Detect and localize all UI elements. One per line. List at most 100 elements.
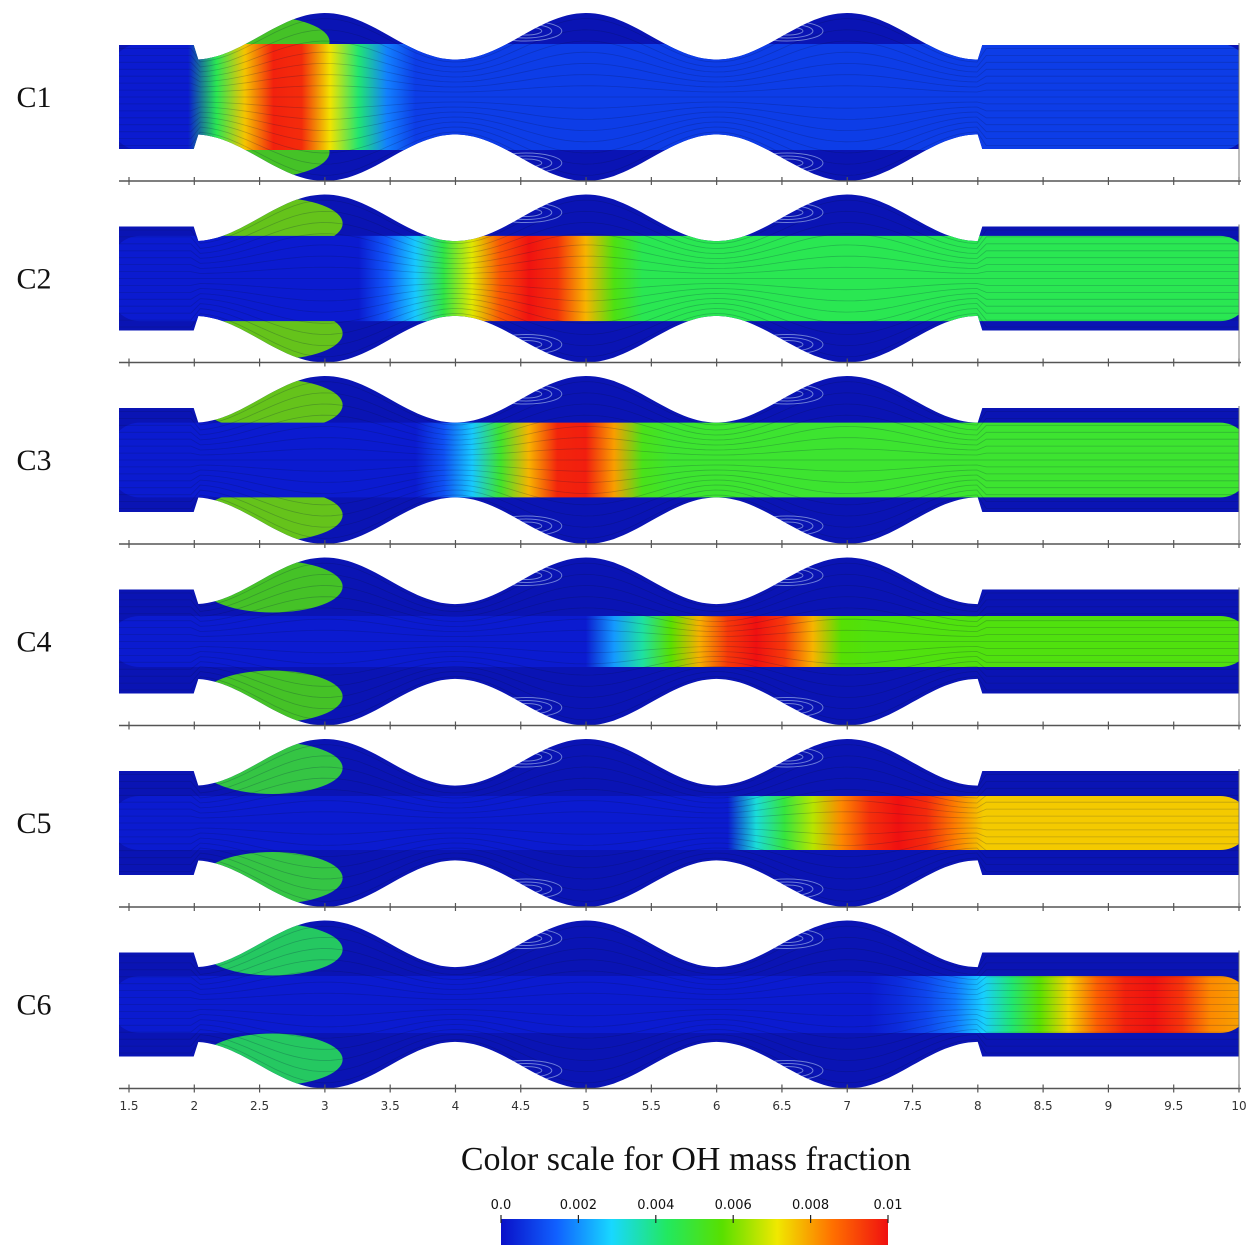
x-tick-label: 3 [321, 1099, 329, 1113]
streamline [119, 755, 1239, 794]
streamline [119, 800, 1239, 814]
streamline [119, 40, 1239, 73]
colorbar-tick-label: 0.0 [491, 1198, 512, 1213]
case-label: C3 [16, 444, 51, 477]
streamline [119, 936, 1239, 975]
streamline [119, 85, 1239, 93]
x-tick-label: 4.5 [511, 1099, 530, 1113]
streamline [119, 489, 1239, 528]
wall-lobe [202, 670, 343, 723]
colorbar-tick-label: 0.01 [874, 1198, 903, 1213]
streamline [119, 832, 1239, 846]
streamline [119, 992, 1239, 1000]
streamline [119, 847, 1239, 880]
streamline [119, 126, 1239, 165]
case-panel-c5: C5 [16, 739, 1241, 911]
streamline [119, 266, 1239, 274]
streamline [119, 1014, 1239, 1028]
streamline [119, 29, 1239, 68]
streamline [119, 607, 1239, 627]
streamline [119, 283, 1239, 291]
x-tick-label: 2 [190, 1099, 198, 1113]
streamline [119, 744, 1239, 789]
streamline [119, 392, 1239, 431]
streamline [119, 562, 1239, 608]
wall-lobe [202, 923, 343, 976]
streamline [119, 469, 1239, 483]
streamline [119, 1019, 1239, 1039]
streamline [119, 777, 1239, 804]
streamline [119, 62, 1239, 83]
streamline [119, 222, 1239, 254]
x-tick-label: 5 [582, 1099, 590, 1113]
streamline [119, 646, 1239, 654]
case-label: C5 [16, 807, 51, 840]
channel-field [119, 13, 1239, 181]
streamline [119, 671, 1239, 710]
streamline [119, 111, 1239, 132]
streamline [119, 381, 1239, 426]
streamline [119, 437, 1239, 451]
colorbar-tick-label: 0.006 [715, 1198, 752, 1213]
streamline [119, 842, 1239, 869]
streamline [119, 573, 1239, 612]
channel-field [119, 194, 1239, 363]
streamline [119, 788, 1239, 809]
streamline [119, 837, 1239, 858]
colorbar-gradient [501, 1219, 888, 1245]
case-panel-c2: C2 [16, 194, 1241, 367]
streamline [119, 464, 1239, 472]
streamline [119, 618, 1239, 632]
colorbar-tick-label: 0.008 [792, 1198, 829, 1213]
streamline [119, 651, 1239, 665]
streamline [119, 1038, 1239, 1084]
reaction-core [119, 796, 1239, 850]
streamline [119, 293, 1239, 313]
streamline [119, 210, 1239, 249]
streamline [119, 74, 1239, 88]
wall-lobe [202, 560, 343, 613]
case-panel-c1: C1 [16, 13, 1241, 185]
streamline [119, 403, 1239, 436]
x-tick-label: 1.5 [119, 1099, 138, 1113]
x-tick-label: 7 [843, 1099, 851, 1113]
streamline [119, 312, 1239, 358]
case-panels: C1 C2 C3 C4 C5 C6 [16, 13, 1241, 1093]
channel-field [119, 739, 1239, 907]
case-label: C4 [16, 626, 51, 659]
streamline [119, 414, 1239, 441]
colorbar-title: Color scale for OH mass fraction [461, 1141, 911, 1178]
channel-field [119, 920, 1239, 1089]
streamline [119, 199, 1239, 245]
streamline [119, 474, 1239, 495]
streamline [119, 1024, 1239, 1050]
wall-lobe [202, 742, 343, 794]
streamline [119, 288, 1239, 302]
x-tick-label: 7.5 [903, 1099, 922, 1113]
streamline [119, 298, 1239, 324]
streamline [119, 1009, 1239, 1017]
streamline [119, 233, 1239, 259]
case-panel-c6: C6 [16, 920, 1241, 1093]
streamline [119, 494, 1239, 539]
streamline [119, 585, 1239, 617]
streamline [119, 484, 1239, 517]
channel-field [119, 557, 1239, 726]
streamline [119, 255, 1239, 269]
streamline [119, 303, 1239, 335]
streamline [119, 106, 1239, 120]
streamline [119, 479, 1239, 506]
streamline [119, 661, 1239, 687]
streamline [119, 857, 1239, 902]
reaction-core [119, 44, 1239, 150]
streamline [119, 101, 1239, 109]
streamline [119, 852, 1239, 891]
streamline [119, 51, 1239, 78]
streamline [119, 811, 1239, 819]
streamline [119, 1034, 1239, 1073]
streamline [119, 116, 1239, 143]
streamline [119, 656, 1239, 676]
streamline [119, 925, 1239, 971]
colorbar: Color scale for OH mass fraction 0.0 0.00… [461, 1141, 911, 1245]
